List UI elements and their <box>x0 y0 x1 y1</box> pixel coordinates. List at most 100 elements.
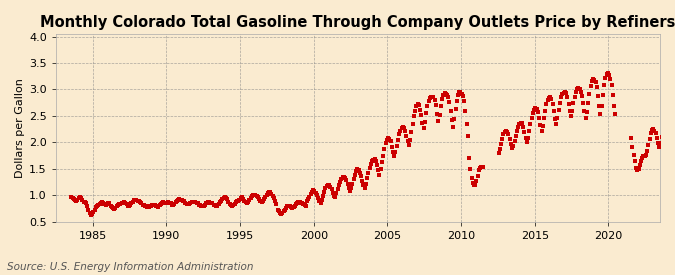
Point <box>405 138 416 142</box>
Point <box>464 156 475 160</box>
Point <box>558 90 569 95</box>
Point <box>503 132 514 137</box>
Point <box>497 136 508 141</box>
Point <box>353 168 364 172</box>
Point <box>400 128 410 133</box>
Point <box>290 202 301 207</box>
Point <box>315 200 326 205</box>
Point <box>306 189 317 194</box>
Point <box>122 204 133 208</box>
Point <box>227 204 238 208</box>
Point <box>313 196 323 200</box>
Point <box>155 202 166 206</box>
Point <box>255 198 266 203</box>
Point <box>115 202 126 206</box>
Point <box>344 186 354 190</box>
Point <box>354 170 365 175</box>
Point <box>438 93 449 97</box>
Point <box>528 111 539 115</box>
Point <box>221 196 232 200</box>
Point <box>467 181 478 185</box>
Point <box>134 199 144 203</box>
Point <box>516 121 527 125</box>
Point <box>634 163 645 167</box>
Point <box>448 125 458 129</box>
Point <box>302 199 313 203</box>
Point <box>426 95 437 99</box>
Point <box>515 121 526 125</box>
Point <box>71 198 82 203</box>
Point <box>454 89 464 94</box>
Point <box>348 177 359 182</box>
Point <box>84 211 95 215</box>
Point <box>77 198 88 202</box>
Point <box>395 128 406 133</box>
Point <box>590 80 601 84</box>
Point <box>502 130 512 134</box>
Point <box>475 166 485 170</box>
Point <box>579 109 590 113</box>
Point <box>601 72 612 76</box>
Point <box>638 154 649 158</box>
Point <box>591 85 602 90</box>
Point <box>74 195 85 199</box>
Point <box>207 201 218 205</box>
Point <box>547 101 558 106</box>
Point <box>190 200 200 204</box>
Point <box>326 187 337 192</box>
Point <box>368 158 379 162</box>
Point <box>188 199 198 204</box>
Point <box>90 205 101 210</box>
Point <box>636 159 647 164</box>
Point <box>303 197 314 201</box>
Point <box>572 87 583 92</box>
Point <box>660 117 671 122</box>
Point <box>643 143 653 147</box>
Point <box>461 122 472 126</box>
Point <box>259 197 269 201</box>
Point <box>362 176 373 181</box>
Point <box>132 198 143 203</box>
Point <box>178 198 188 203</box>
Point <box>341 178 352 183</box>
Point <box>128 198 139 202</box>
Point <box>627 145 638 149</box>
Point <box>606 83 617 87</box>
Point <box>142 205 153 209</box>
Point <box>78 199 89 204</box>
Point <box>365 161 376 166</box>
Point <box>254 197 265 201</box>
Point <box>649 128 660 133</box>
Point <box>452 99 462 103</box>
Point <box>404 143 414 147</box>
Point <box>637 156 647 160</box>
Point <box>594 104 605 108</box>
Point <box>134 200 145 204</box>
Point <box>350 173 360 177</box>
Point <box>552 115 563 120</box>
Point <box>203 200 214 204</box>
Point <box>551 122 562 126</box>
Point <box>266 191 277 196</box>
Point <box>92 204 103 208</box>
Point <box>510 134 521 138</box>
Point <box>396 125 407 130</box>
Point <box>428 95 439 100</box>
Point <box>375 167 386 172</box>
Point <box>585 84 596 89</box>
Point <box>389 154 400 158</box>
Point <box>110 206 121 210</box>
Point <box>147 203 158 208</box>
Point <box>276 212 287 216</box>
Point <box>141 204 152 208</box>
Point <box>317 194 328 198</box>
Point <box>657 134 668 139</box>
Point <box>507 146 518 150</box>
Point <box>131 198 142 202</box>
Point <box>655 141 666 145</box>
Point <box>554 107 564 112</box>
Point <box>441 93 452 97</box>
Point <box>281 206 292 210</box>
Point <box>359 186 370 190</box>
Point <box>209 203 220 208</box>
